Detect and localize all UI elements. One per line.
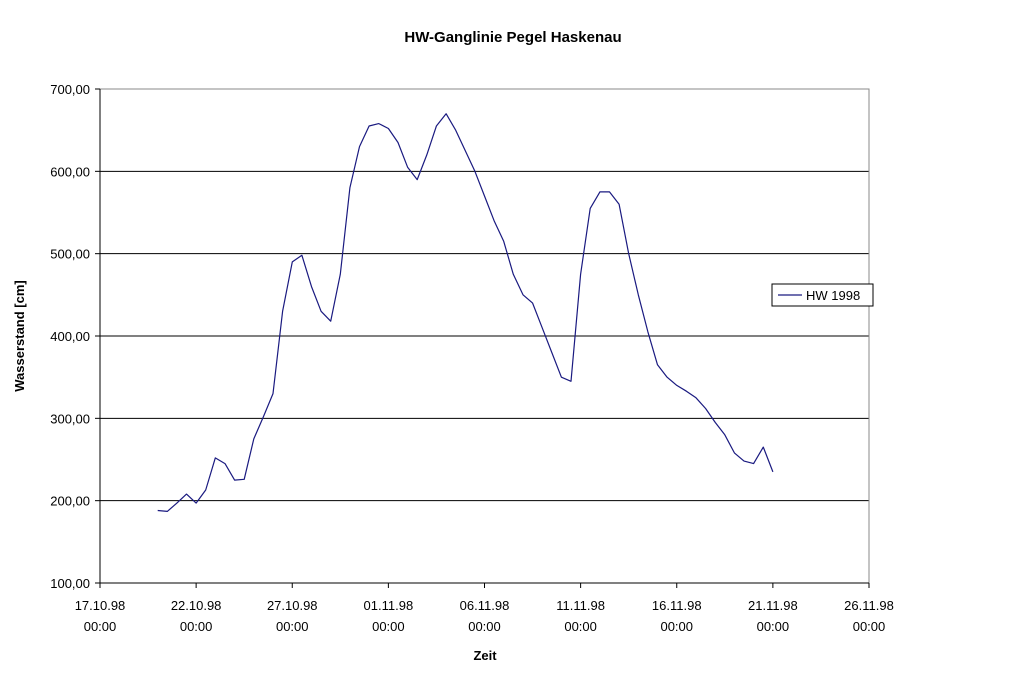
y-tick-label: 200,00 [50,494,90,509]
x-tick-label-time: 00:00 [276,619,309,634]
y-tick-label: 600,00 [50,164,90,179]
y-axis-title: Wasserstand [cm] [12,280,27,392]
x-tick-label: 16.11.98 [652,598,702,613]
x-tick-label-time: 00:00 [372,619,405,634]
y-tick-label: 500,00 [50,247,90,262]
x-tick-label: 26.11.98 [844,598,894,613]
x-tick-label: 01.11.98 [364,598,414,613]
chart-title: HW-Ganglinie Pegel Haskenau [404,29,621,46]
legend: HW 1998 [771,283,874,307]
x-tick-label: 21.11.98 [748,598,798,613]
x-tick-label: 17.10.98 [75,598,126,613]
x-axis-title: Zeit [473,648,497,663]
x-tick-label-time: 00:00 [468,619,501,634]
x-tick-label-time: 00:00 [564,619,597,634]
x-tick-label-time: 00:00 [180,619,213,634]
gridlines [100,88,869,502]
legend-box [771,283,874,307]
y-tick-label: 700,00 [50,82,90,97]
legend-label-hw-1998: HW 1998 [806,288,860,303]
x-tick-label-time: 00:00 [757,619,790,634]
axes: 100,00 200,00 300,00 400,00 500,00 600,00 700,… [50,82,894,634]
x-tick-label: 06.11.98 [460,598,510,613]
x-tick-label-time: 00:00 [853,619,886,634]
y-tick-label: 100,00 [50,576,90,591]
series-layer [157,113,774,512]
y-tick-label: 400,00 [50,329,90,344]
series-line-hw-1998 [157,113,774,512]
x-tick-label: 27.10.98 [267,598,318,613]
y-tick-label: 300,00 [50,411,90,426]
x-tick-label-time: 00:00 [660,619,693,634]
x-tick-label-time: 00:00 [84,619,117,634]
x-tick-label: 22.10.98 [171,598,222,613]
x-tick-label: 11.11.98 [556,598,605,613]
